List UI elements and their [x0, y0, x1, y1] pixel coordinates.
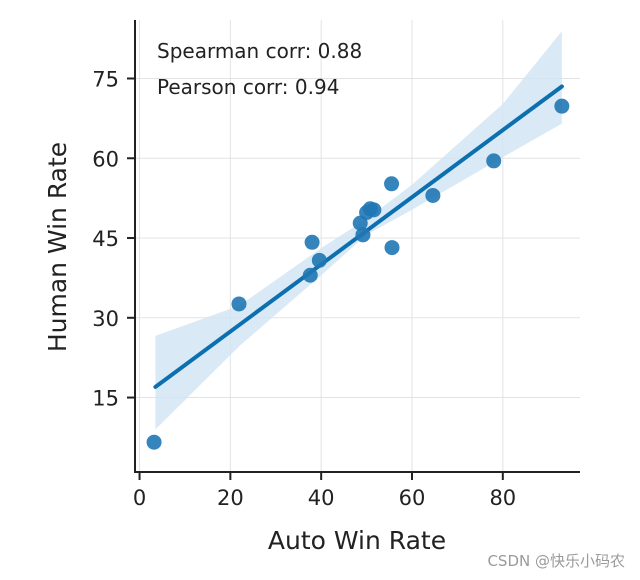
data-point — [554, 98, 570, 114]
watermark: CSDN @快乐小码农 — [487, 552, 625, 570]
y-tick-label: 15 — [92, 387, 119, 411]
axes — [127, 20, 580, 480]
x-tick-label: 20 — [217, 486, 244, 510]
x-tick-label: 0 — [133, 486, 146, 510]
y-tick-label: 30 — [92, 307, 119, 331]
pearson-annotation: Pearson corr: 0.94 — [157, 75, 339, 99]
data-point — [384, 240, 400, 256]
x-axis-label: Auto Win Rate — [268, 526, 446, 555]
y-tick-label: 75 — [92, 67, 119, 91]
data-point — [384, 176, 400, 192]
data-point — [355, 227, 371, 243]
data-point — [302, 267, 318, 283]
y-tick-label: 45 — [92, 227, 119, 251]
x-tick-label: 60 — [399, 486, 426, 510]
data-point — [425, 187, 441, 203]
data-point — [146, 434, 162, 450]
x-tick-label: 80 — [489, 486, 516, 510]
y-axis-label: Human Win Rate — [43, 142, 72, 352]
data-point — [311, 252, 327, 268]
y-tick-label: 60 — [92, 147, 119, 171]
data-points — [146, 98, 570, 450]
data-point — [231, 296, 247, 312]
tick-labels: 0 20 40 60 80 15 30 45 60 75 — [92, 67, 516, 510]
x-tick-label: 40 — [308, 486, 335, 510]
spearman-annotation: Spearman corr: 0.88 — [157, 39, 362, 63]
data-point — [304, 234, 320, 250]
data-point — [486, 153, 502, 169]
data-point — [366, 202, 382, 218]
